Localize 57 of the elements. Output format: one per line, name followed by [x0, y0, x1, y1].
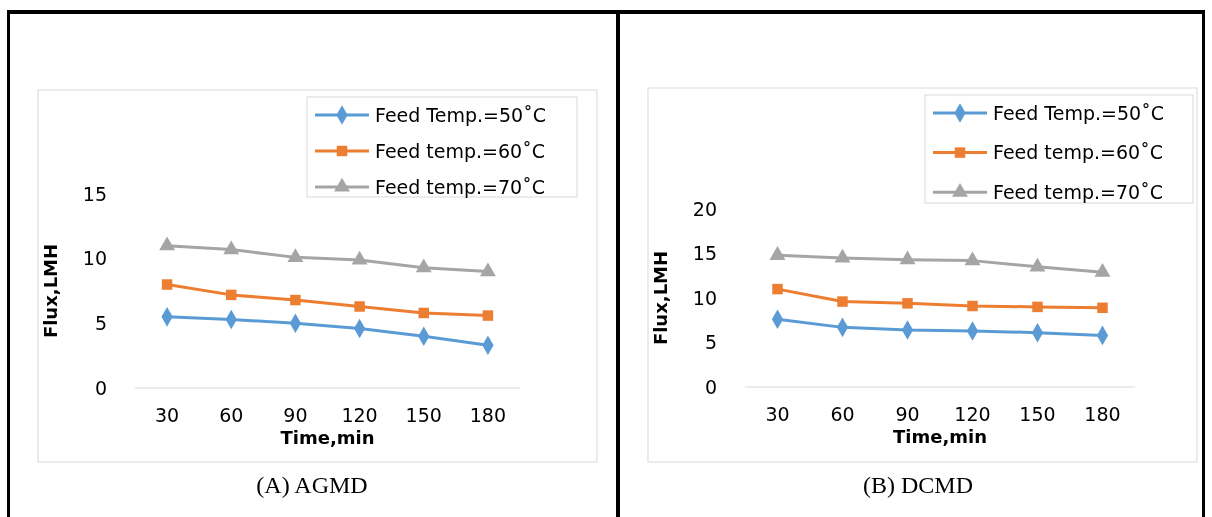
- point: [899, 250, 916, 265]
- y-tick-label: 0: [704, 375, 717, 398]
- point: [290, 294, 301, 306]
- point: [1094, 262, 1111, 277]
- point: [161, 279, 173, 290]
- point: [415, 258, 432, 273]
- y-tick-label: 20: [692, 197, 717, 220]
- point: [418, 307, 429, 319]
- x-tick-label: 90: [895, 403, 920, 425]
- x-tick-label: 90: [283, 404, 308, 426]
- point: [354, 301, 365, 312]
- x-tick-label: 60: [830, 403, 855, 425]
- x-tick-label: 60: [219, 404, 244, 426]
- point: [1097, 302, 1108, 314]
- point: [967, 300, 978, 312]
- point: [769, 246, 786, 260]
- point: [287, 248, 304, 262]
- y-axis-title: Flux,LMH: [40, 243, 61, 339]
- point: [223, 240, 240, 255]
- y-tick-label: 10: [82, 247, 107, 270]
- legend-label: Feed Temp.=50˚C: [375, 103, 546, 126]
- point: [482, 310, 494, 321]
- y-tick-label: 10: [692, 286, 717, 309]
- x-tick-label: 150: [405, 404, 442, 426]
- y-tick-label: 5: [94, 311, 107, 334]
- point: [964, 251, 981, 266]
- point: [479, 262, 496, 277]
- text: (B) DCMD: [862, 472, 974, 498]
- point: [351, 250, 368, 265]
- x-axis-title: Time,min: [893, 426, 987, 447]
- legend-label: Feed temp.=60˚C: [993, 141, 1163, 164]
- point: [772, 283, 783, 295]
- y-axis-title: Flux,LMH: [650, 250, 671, 346]
- y-tick-label: 0: [94, 376, 107, 399]
- point: [1029, 257, 1046, 272]
- legend-label: Feed temp.=70˚C: [993, 180, 1163, 203]
- point: [1032, 301, 1043, 313]
- text: (A) AGMD: [256, 472, 368, 498]
- point: [159, 236, 176, 251]
- x-tick-label: 150: [1019, 403, 1056, 425]
- x-tick-label: 30: [154, 404, 180, 426]
- x-tick-label: 120: [954, 403, 991, 425]
- x-tick-label: 30: [765, 403, 790, 425]
- x-tick-label: 120: [341, 404, 378, 426]
- x-tick-label: 180: [1084, 403, 1121, 425]
- legend-label: Feed temp.=70˚C: [375, 175, 545, 198]
- legend-label: Feed Temp.=50˚C: [993, 101, 1164, 124]
- x-tick-label: 180: [469, 404, 507, 426]
- y-tick-label: 15: [82, 182, 107, 205]
- point: [834, 248, 851, 263]
- x-axis-title: Time,min: [280, 427, 375, 448]
- legend-label: Feed temp.=60˚C: [375, 139, 545, 162]
- y-tick-label: 15: [692, 242, 717, 265]
- point: [226, 289, 237, 301]
- point: [837, 296, 848, 307]
- y-tick-label: 5: [704, 331, 717, 354]
- point: [902, 298, 913, 309]
